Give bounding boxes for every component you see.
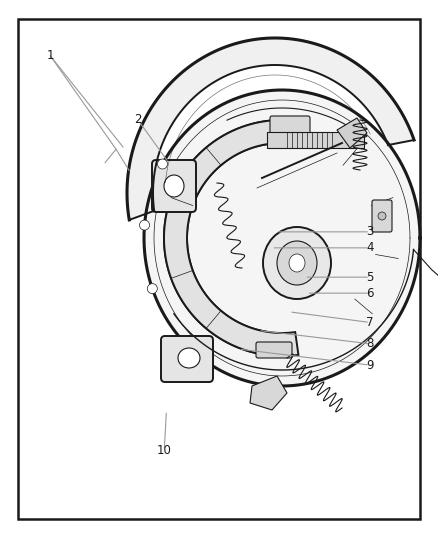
FancyBboxPatch shape bbox=[267, 132, 364, 148]
FancyBboxPatch shape bbox=[270, 116, 310, 140]
Ellipse shape bbox=[378, 212, 386, 220]
Ellipse shape bbox=[178, 348, 200, 368]
Text: 3: 3 bbox=[367, 225, 374, 238]
Text: 1: 1 bbox=[46, 50, 54, 62]
Text: 10: 10 bbox=[157, 444, 172, 457]
Polygon shape bbox=[164, 120, 298, 356]
Polygon shape bbox=[337, 118, 367, 148]
Ellipse shape bbox=[289, 254, 305, 272]
Ellipse shape bbox=[263, 227, 331, 299]
Circle shape bbox=[158, 159, 167, 169]
Text: 4: 4 bbox=[366, 241, 374, 254]
FancyBboxPatch shape bbox=[372, 200, 392, 232]
Text: 2: 2 bbox=[134, 114, 142, 126]
Ellipse shape bbox=[277, 241, 317, 285]
FancyBboxPatch shape bbox=[256, 342, 292, 358]
Circle shape bbox=[147, 284, 157, 294]
Circle shape bbox=[140, 220, 149, 230]
Polygon shape bbox=[144, 90, 420, 386]
Text: 7: 7 bbox=[366, 316, 374, 329]
Ellipse shape bbox=[164, 175, 184, 197]
FancyBboxPatch shape bbox=[152, 160, 196, 212]
Polygon shape bbox=[250, 376, 287, 410]
Polygon shape bbox=[164, 120, 274, 355]
Text: 6: 6 bbox=[366, 287, 374, 300]
Polygon shape bbox=[127, 38, 414, 220]
Text: 8: 8 bbox=[367, 337, 374, 350]
Text: 5: 5 bbox=[367, 271, 374, 284]
FancyBboxPatch shape bbox=[161, 336, 213, 382]
Text: 9: 9 bbox=[366, 359, 374, 372]
